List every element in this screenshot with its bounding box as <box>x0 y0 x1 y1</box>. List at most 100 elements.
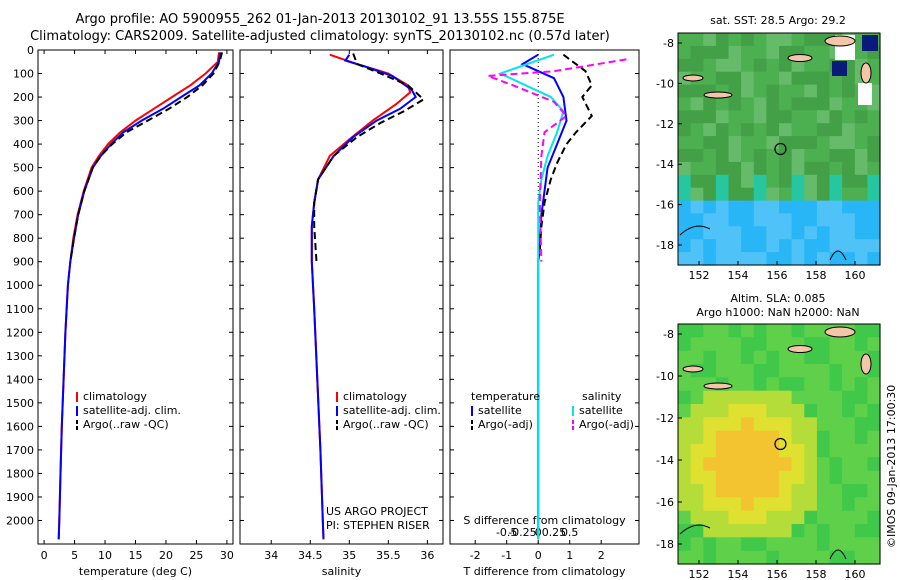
map-cell <box>791 149 805 163</box>
map-cell <box>690 123 704 137</box>
map-cell <box>854 510 868 525</box>
map-cell <box>854 123 868 137</box>
title-line-1: Argo profile: AO 5900955_262 01-Jan-2013… <box>75 12 565 27</box>
y-tick-label: 400 <box>13 138 34 151</box>
map-cell <box>715 213 730 227</box>
map-cell <box>816 200 831 215</box>
legend-swatch-satellite <box>336 406 338 416</box>
map-cell <box>753 187 767 202</box>
map-cell <box>829 404 843 418</box>
map-cell <box>741 550 755 565</box>
map-cell <box>867 324 881 338</box>
map-y-tick-label: -18 <box>656 538 674 551</box>
map-cell <box>766 324 780 338</box>
map-cell <box>690 97 704 111</box>
map-cell <box>829 470 843 485</box>
map-cell <box>842 430 856 445</box>
y-tick-label: 1700 <box>6 444 34 457</box>
map-cell <box>829 252 843 266</box>
map-cell <box>753 337 767 352</box>
map-cell <box>791 524 805 538</box>
map-cell <box>741 45 755 60</box>
map-cell <box>816 537 831 552</box>
map-cell <box>715 337 730 352</box>
y-tick-label: 300 <box>13 115 34 128</box>
map-cell <box>753 161 767 176</box>
map-cell <box>791 350 805 365</box>
series-line-argo-raw-qc- <box>69 52 223 262</box>
map-cell <box>842 123 856 137</box>
map-cell <box>678 484 692 498</box>
map-cell <box>703 136 717 150</box>
map-cell <box>829 97 843 111</box>
map-y-tick-label: -8 <box>663 37 674 50</box>
map-cell <box>690 444 704 458</box>
temperature-legend: climatology satellite-adj. clim. Argo(..… <box>76 390 181 432</box>
map-cell <box>728 226 742 240</box>
map-cell <box>741 136 755 150</box>
map-cell <box>678 537 692 552</box>
x-tick-label: 35 <box>342 549 356 562</box>
map-cell <box>678 84 692 99</box>
map-cell <box>804 239 818 253</box>
map-cell <box>867 110 881 124</box>
map-cell <box>829 364 843 378</box>
map-cell <box>703 350 717 365</box>
map-cell <box>690 484 704 498</box>
map-y-tick-label: -8 <box>663 328 674 341</box>
map-cell <box>766 252 780 266</box>
map-cell <box>854 377 868 392</box>
map-cell <box>690 84 704 99</box>
map-cell <box>703 524 717 538</box>
map-cell <box>766 404 780 418</box>
map-cell <box>690 550 704 565</box>
island <box>824 326 856 338</box>
map-cell <box>791 364 805 378</box>
map-cell <box>690 324 704 338</box>
map-cell <box>753 58 767 73</box>
map-cell <box>678 252 692 266</box>
x-tick-label-s: 0.5 <box>561 526 579 539</box>
legend-swatch-climatology <box>76 392 78 402</box>
map-cell <box>854 239 868 253</box>
map-cell <box>753 110 767 124</box>
series-line-salinity-argo-adj- <box>487 58 627 262</box>
map-cell <box>791 470 805 485</box>
map-cell <box>829 510 843 525</box>
map-cell <box>816 71 831 86</box>
map-cell <box>728 149 742 163</box>
x-tick-label-s: 0.25 <box>542 526 567 539</box>
map-cell <box>728 524 742 538</box>
map-cell <box>804 174 818 189</box>
map-cell <box>779 239 793 253</box>
map-cell <box>741 71 755 86</box>
map-cell <box>842 337 856 352</box>
map-cell <box>842 252 856 266</box>
legend-swatch-t-satellite <box>471 406 473 416</box>
map-cell <box>741 390 755 405</box>
x-tick-label: 15 <box>129 549 143 562</box>
map-cell <box>678 470 692 485</box>
map-cell <box>829 390 843 405</box>
map-cell <box>728 417 742 432</box>
x-tick-label: 34 <box>264 549 278 562</box>
map-cell <box>829 337 843 352</box>
y-tick-label: 1000 <box>6 279 34 292</box>
map-cell <box>804 97 818 111</box>
legend-label-argo: Argo(..raw -QC) <box>343 418 429 431</box>
map-cell <box>741 324 755 338</box>
map-cell <box>804 71 818 86</box>
map-cell <box>854 187 868 202</box>
map-cell <box>804 161 818 176</box>
map-cell <box>715 444 730 458</box>
map-cell <box>703 550 717 565</box>
map-cell <box>867 510 881 525</box>
x-axis-label: salinity <box>322 565 362 578</box>
map-cell <box>766 226 780 240</box>
map-cell <box>779 161 793 176</box>
map-cell <box>842 161 856 176</box>
map-cell <box>741 174 755 189</box>
map-cell <box>791 161 805 176</box>
map-cell <box>766 136 780 150</box>
map-cell <box>715 187 730 202</box>
